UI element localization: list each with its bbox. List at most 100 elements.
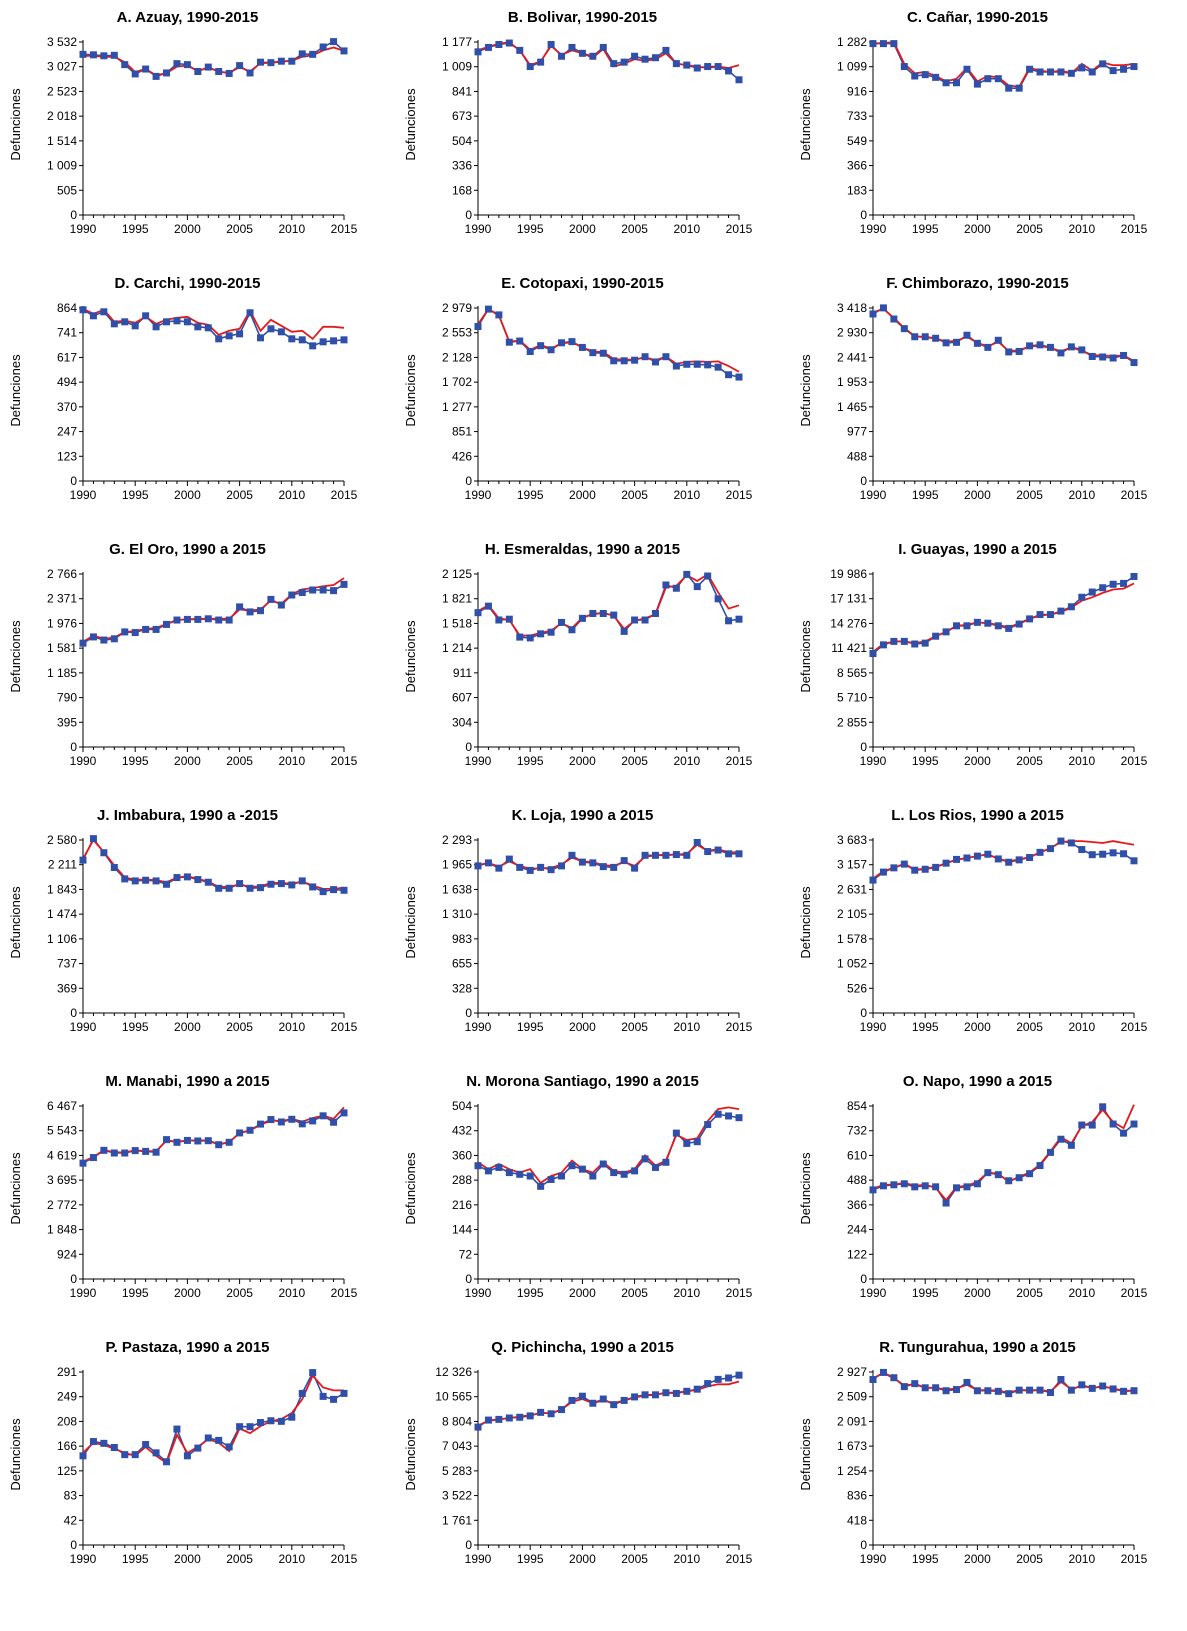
data-point-marker — [1109, 849, 1117, 857]
y-tick-label: 12 326 — [435, 1365, 472, 1379]
data-point-marker — [340, 336, 348, 344]
y-tick-label: 208 — [57, 1414, 77, 1428]
data-point-marker — [942, 628, 950, 636]
x-tick-label: 2000 — [964, 488, 991, 502]
chart-svg: K. Loja, 1990 a 2015 Defunciones 0 328 655 98… — [403, 807, 753, 1034]
data-point-marker — [484, 602, 492, 610]
data-point-marker — [589, 859, 597, 867]
data-point-marker — [298, 589, 306, 597]
data-point-marker — [911, 72, 919, 80]
chart-svg: D. Carchi, 1990-2015 Defunciones 0 123 247 37… — [8, 275, 358, 502]
y-axis-label: Defunciones — [8, 1152, 23, 1225]
data-point-marker — [693, 1385, 701, 1393]
data-point-marker — [142, 625, 150, 633]
data-point-marker — [1057, 837, 1065, 845]
x-tick-label: 2010 — [1068, 1020, 1095, 1034]
x-tick-label: 2010 — [278, 1552, 305, 1566]
data-point-marker — [932, 73, 940, 81]
data-point-marker — [558, 52, 566, 60]
chart-svg: H. Esmeraldas, 1990 a 2015 Defunciones 0 30… — [403, 541, 753, 768]
y-tick-label: 244 — [847, 1223, 867, 1237]
data-point-marker — [890, 864, 898, 872]
y-tick-label: 1 518 — [442, 616, 472, 630]
data-point-marker — [1078, 1381, 1086, 1389]
data-point-marker — [495, 1163, 503, 1171]
data-point-marker — [869, 40, 877, 48]
y-tick-label: 3 027 — [47, 60, 77, 74]
chart-title: K. Loja, 1990 a 2015 — [512, 807, 654, 824]
y-tick-label: 0 — [70, 208, 77, 222]
x-tick-label: 2010 — [1068, 1552, 1095, 1566]
x-tick-label: 1995 — [122, 1552, 149, 1566]
data-point-marker — [225, 1443, 233, 1451]
data-point-marker — [288, 1115, 296, 1123]
y-tick-label: 733 — [847, 109, 867, 123]
y-tick-label: 2 855 — [837, 715, 867, 729]
y-tick-label: 1 474 — [47, 907, 77, 921]
data-point-marker — [183, 61, 191, 69]
x-tick-label: 1990 — [70, 488, 97, 502]
data-point-marker — [672, 1129, 680, 1137]
data-point-marker — [277, 57, 285, 65]
data-point-marker — [890, 1374, 898, 1382]
y-tick-label: 0 — [860, 1006, 867, 1020]
x-tick-label: 1990 — [465, 1286, 492, 1300]
y-tick-label: 304 — [452, 715, 472, 729]
data-point-marker — [526, 63, 534, 71]
y-axis-label: Defunciones — [403, 1152, 418, 1225]
data-point-marker — [256, 334, 264, 342]
x-tick-label: 1995 — [912, 222, 939, 236]
data-point-marker — [1099, 1103, 1107, 1111]
chart-svg: C. Cañar, 1990-2015 Defunciones 0 183 366 549… — [798, 9, 1148, 236]
data-point-marker — [921, 865, 929, 873]
data-point-marker — [298, 1389, 306, 1397]
data-point-marker — [589, 609, 597, 617]
y-tick-label: 549 — [847, 134, 867, 148]
x-tick-label: 2010 — [673, 1552, 700, 1566]
data-point-marker — [173, 616, 181, 624]
data-point-marker — [204, 1137, 212, 1145]
data-point-marker — [725, 617, 733, 625]
data-point-marker — [620, 357, 628, 365]
data-point-marker — [1046, 343, 1054, 351]
x-tick-label: 2005 — [1016, 1286, 1043, 1300]
data-point-marker — [330, 886, 338, 894]
data-point-marker — [911, 640, 919, 648]
data-point-marker — [505, 338, 513, 346]
data-point-marker — [610, 60, 618, 68]
chart-title: R. Tungurahua, 1990 a 2015 — [879, 1339, 1075, 1356]
data-point-marker — [641, 353, 649, 361]
chart-svg: L. Los Rios, 1990 a 2015 Defunciones 0 526 1… — [798, 807, 1148, 1034]
data-point-marker — [620, 58, 628, 66]
data-point-marker — [672, 1389, 680, 1397]
data-point-marker — [641, 616, 649, 624]
data-point-marker — [204, 324, 212, 332]
data-point-marker — [973, 339, 981, 347]
data-point-marker — [921, 1182, 929, 1190]
data-point-marker — [890, 637, 898, 645]
data-point-marker — [256, 607, 264, 615]
chart-svg: B. Bolivar, 1990-2015 Defunciones 0 168 336 5… — [403, 9, 753, 236]
y-tick-label: 732 — [847, 1124, 867, 1138]
data-point-marker — [578, 1165, 586, 1173]
y-tick-label: 328 — [452, 981, 472, 995]
data-point-marker — [693, 360, 701, 368]
data-point-marker — [505, 39, 513, 47]
y-tick-label: 11 421 — [831, 641, 867, 655]
y-tick-label: 504 — [452, 1099, 472, 1113]
data-point-marker — [1057, 68, 1065, 76]
y-axis-label: Defunciones — [403, 886, 418, 959]
chart-panel: Q. Pichincha, 1990 a 2015 Defunciones 0 1 7… — [395, 1330, 790, 1602]
y-tick-label: 864 — [57, 301, 77, 315]
data-point-marker — [537, 342, 545, 350]
data-point-marker — [641, 851, 649, 859]
x-tick-label: 1990 — [860, 1020, 887, 1034]
data-point-marker — [631, 864, 639, 872]
data-point-marker — [921, 639, 929, 647]
x-tick-label: 2015 — [1121, 1552, 1148, 1566]
y-tick-label: 673 — [452, 109, 472, 123]
data-point-marker — [869, 1186, 877, 1194]
data-point-marker — [714, 1110, 722, 1118]
data-point-marker — [1046, 611, 1054, 619]
